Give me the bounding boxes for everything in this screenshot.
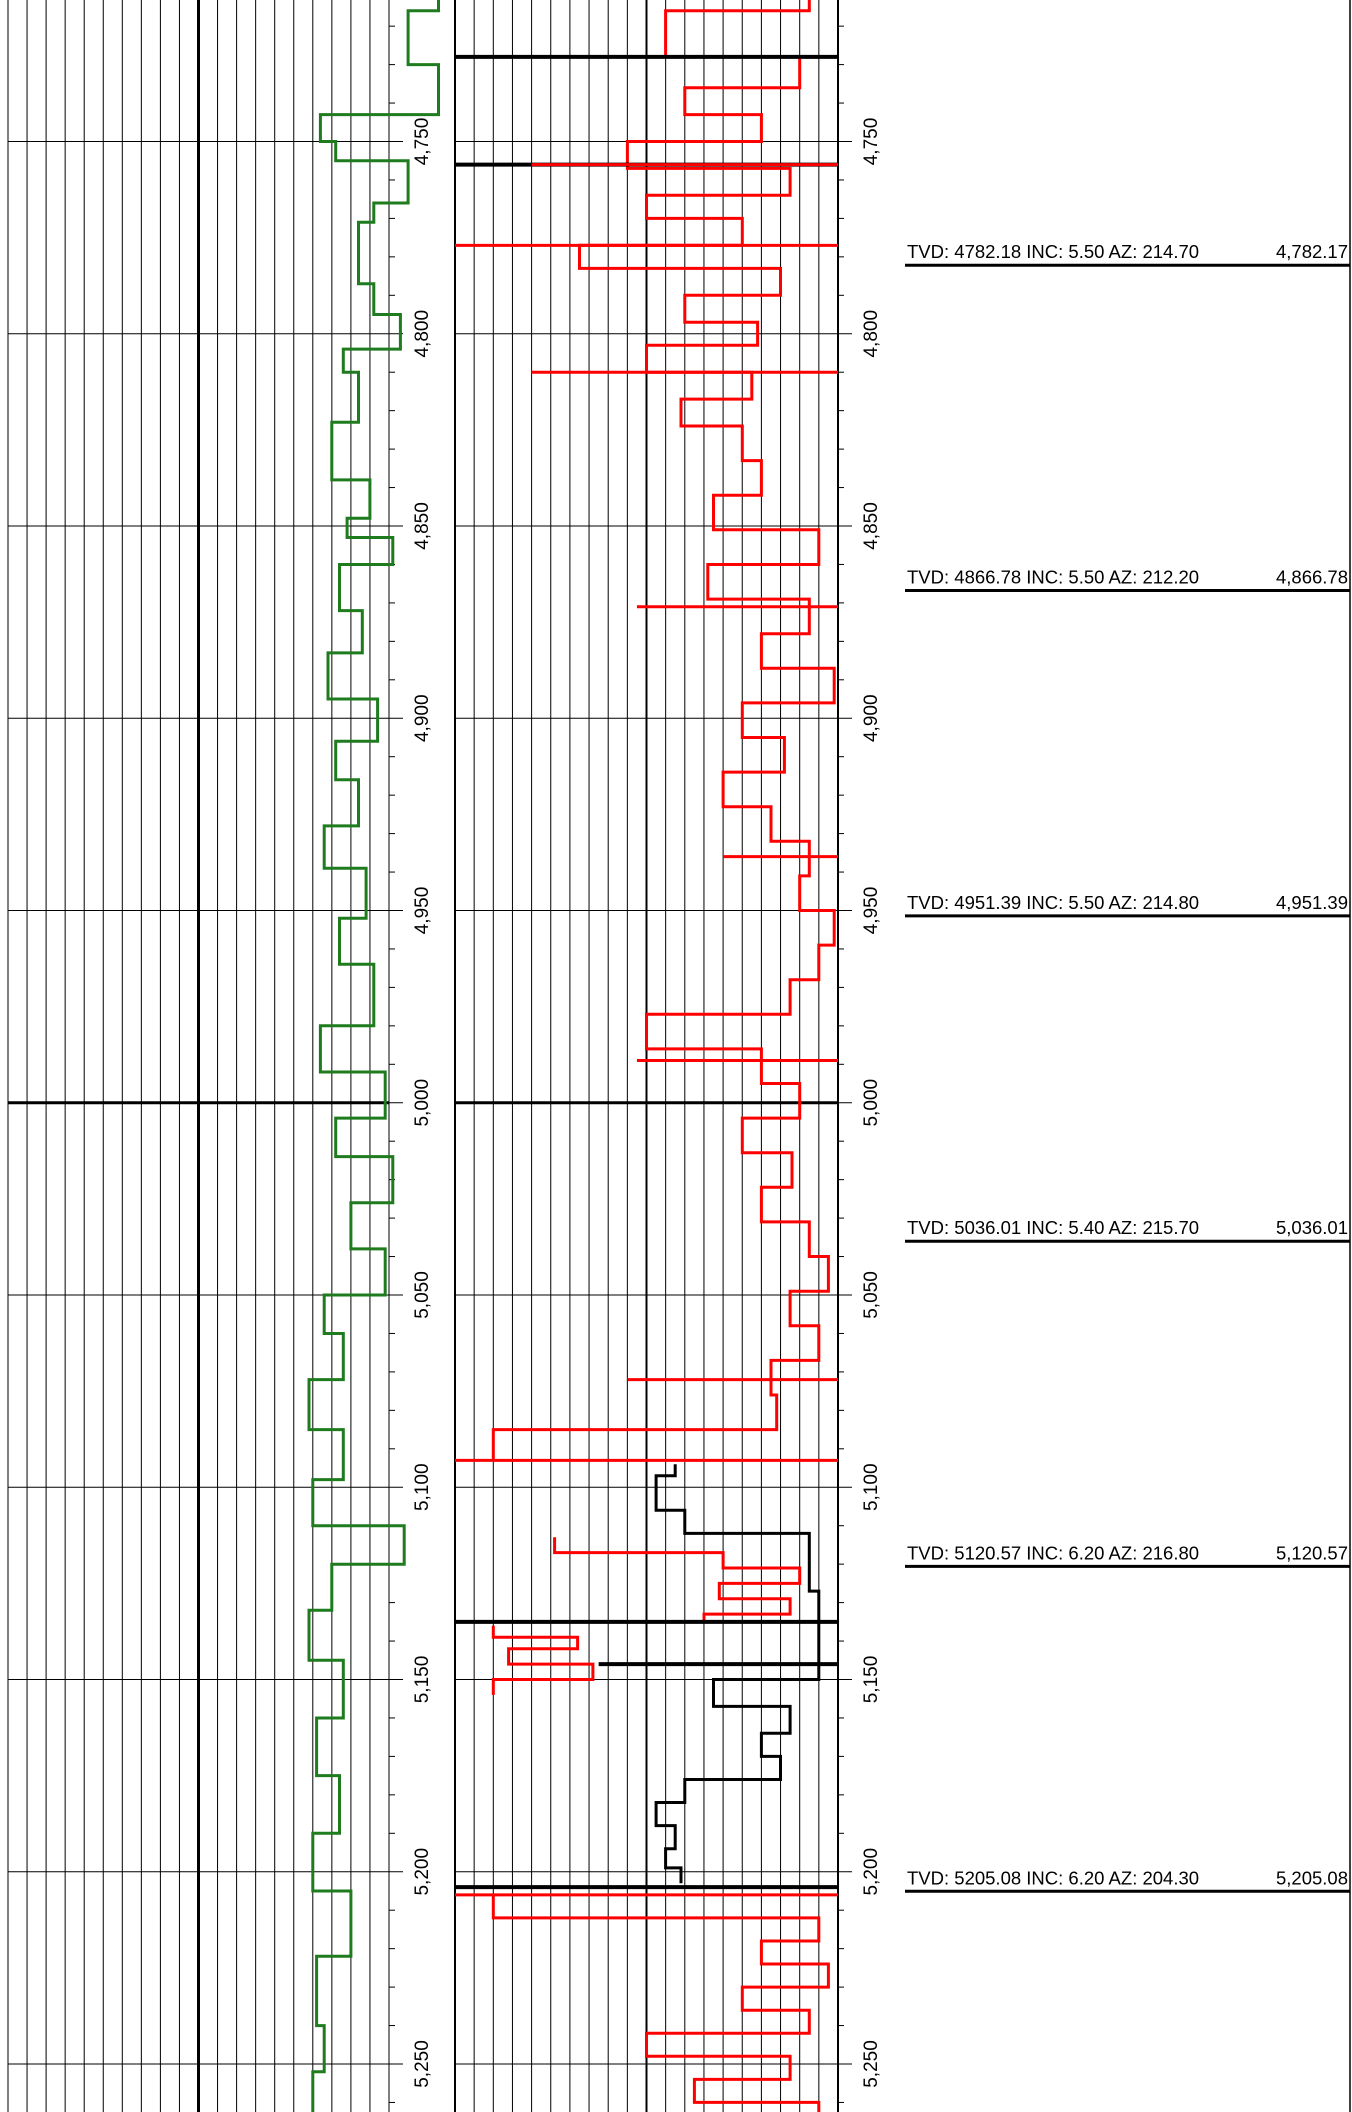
- survey-station-value: 5,036.01: [1276, 1217, 1348, 1238]
- survey-station-label: TVD: 4866.78 INC: 5.50 AZ: 212.20: [907, 567, 1199, 588]
- survey-station-value: 4,951.39: [1276, 892, 1348, 913]
- depth-tick-label: 4,900: [412, 694, 433, 742]
- depth-tick-label: 5,000: [861, 1079, 882, 1127]
- track2-red-curve: [491, 1894, 830, 2112]
- track1-gamma-curve: [307, 0, 440, 2112]
- depth-tick-label: 4,900: [861, 694, 882, 742]
- depth-tick-label: 5,150: [861, 1656, 882, 1704]
- grid-layer: [7, 0, 1351, 2112]
- depth-tick-label: 4,750: [412, 118, 433, 166]
- survey-station-label: TVD: 4782.18 INC: 5.50 AZ: 214.70: [907, 241, 1199, 262]
- curve-layer: [307, 0, 838, 2112]
- depth-tick-label: 4,850: [861, 502, 882, 550]
- depth-tick-label: 5,050: [412, 1271, 433, 1319]
- depth-tick-label: 5,250: [412, 2040, 433, 2088]
- depth-tick-label: 5,150: [412, 1656, 433, 1704]
- depth-tick-label: 5,250: [861, 2040, 882, 2088]
- depth-tick-label: 5,100: [861, 1463, 882, 1511]
- track2-black-curve: [654, 1464, 821, 1884]
- depth-tick-label: 4,850: [412, 502, 433, 550]
- track2-red-curve: [553, 1537, 802, 1622]
- depth-tick-label: 4,750: [861, 118, 882, 166]
- depth-tick-label: 4,800: [861, 310, 882, 358]
- survey-station-label: TVD: 5036.01 INC: 5.40 AZ: 215.70: [907, 1217, 1199, 1238]
- depth-tick-label: 5,100: [412, 1463, 433, 1511]
- survey-station-label: TVD: 4951.39 INC: 5.50 AZ: 214.80: [907, 892, 1199, 913]
- depth-tick-label: 5,200: [412, 1848, 433, 1896]
- depth-tick-label: 5,000: [412, 1079, 433, 1127]
- track2-red-curve: [491, 1625, 595, 1695]
- survey-station-label: TVD: 5205.08 INC: 6.20 AZ: 204.30: [907, 1867, 1199, 1888]
- depth-tick-label: 4,800: [412, 310, 433, 358]
- survey-station-value: 4,782.17: [1276, 241, 1348, 262]
- survey-station-value: 5,205.08: [1276, 1867, 1348, 1888]
- label-layer: 4,750 4,750 4,800 4,800 4,850 4,850 4,900 4,900…: [412, 118, 882, 2088]
- depth-tick-label: 5,050: [861, 1271, 882, 1319]
- depth-tick-label: 4,950: [861, 887, 882, 935]
- depth-tick-label: 4,950: [412, 887, 433, 935]
- survey-station-value: 4,866.78: [1276, 567, 1348, 588]
- survey-station-label: TVD: 5120.57 INC: 6.20 AZ: 216.80: [907, 1542, 1199, 1563]
- depth-tick-label: 5,200: [861, 1848, 882, 1896]
- track2-red-curve: [491, 0, 836, 1461]
- survey-layer: TVD: 4782.18 INC: 5.50 AZ: 214.70 4,782.1…: [905, 241, 1350, 1893]
- survey-station-value: 5,120.57: [1276, 1542, 1348, 1563]
